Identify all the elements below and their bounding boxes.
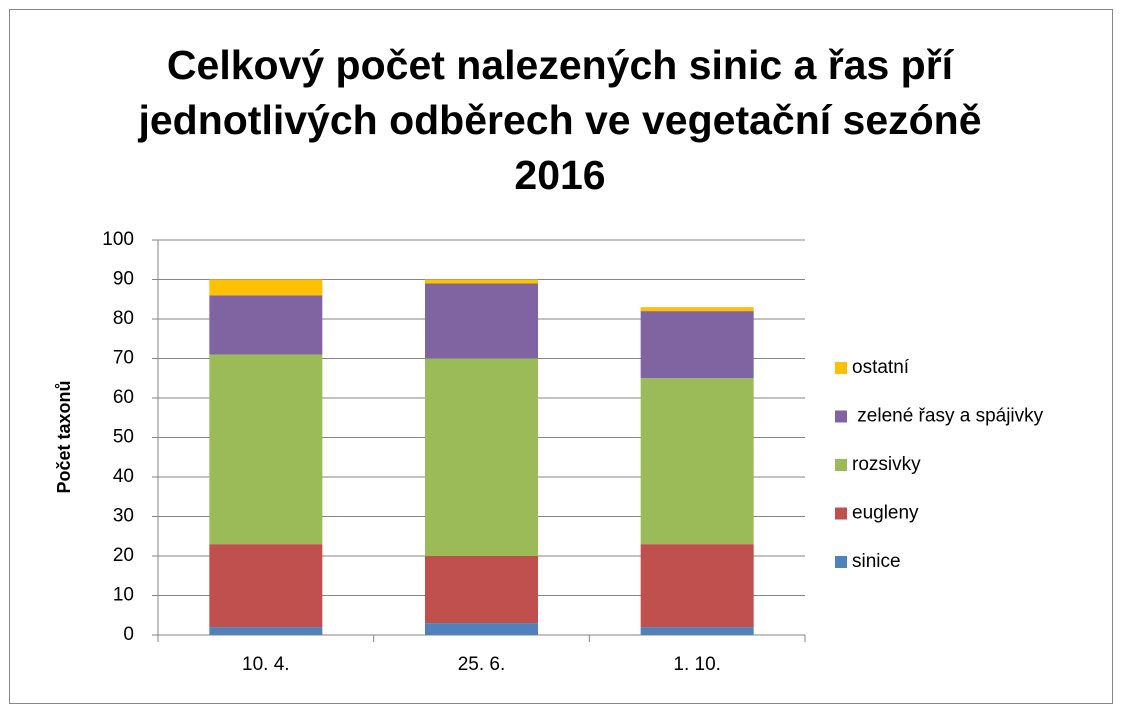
bar-segment	[209, 279, 323, 296]
bar-segment	[425, 279, 538, 284]
y-tick-label: 0	[123, 624, 134, 645]
y-tick-label: 10	[113, 585, 134, 606]
bar-segment	[425, 623, 538, 635]
bar-segment	[640, 378, 754, 545]
chart-title: Celkový počet nalezených sinic a řas pří…	[138, 42, 982, 198]
y-tick-label: 20	[113, 545, 134, 566]
x-tick-label: 1. 10.	[673, 654, 721, 675]
y-tick-label: 30	[113, 506, 134, 527]
legend-swatch	[835, 507, 847, 520]
x-tick-label: 10. 4.	[242, 654, 290, 675]
legend-label: eugleny	[852, 503, 919, 524]
legend-label: rozsivky	[852, 454, 921, 475]
bar-segment	[209, 627, 323, 635]
y-tick-label: 40	[113, 466, 134, 487]
legend-label: ostatní	[852, 357, 910, 378]
legend-label: zelené řasy a spájivky	[852, 406, 1044, 427]
bar-segment	[425, 556, 538, 624]
bar-segment	[640, 311, 754, 379]
bar-segment	[209, 354, 323, 545]
bar-segment	[209, 295, 323, 355]
chart-border	[9, 9, 1113, 704]
y-tick-label: 60	[113, 387, 134, 408]
bar-segment	[640, 307, 754, 312]
bar-segment	[640, 627, 754, 635]
y-tick-label: 70	[113, 348, 134, 369]
legend-swatch	[835, 459, 847, 471]
bar-segment	[209, 544, 323, 628]
bar-segment	[425, 358, 538, 556]
y-tick-label: 100	[102, 229, 134, 250]
legend-swatch	[835, 410, 847, 423]
y-tick-label: 90	[113, 269, 134, 290]
legend-swatch	[835, 362, 847, 374]
bar-segment	[425, 283, 538, 359]
x-tick-label: 25. 6.	[458, 654, 506, 675]
bar-segment	[640, 544, 754, 628]
legend-label: sinice	[852, 551, 901, 572]
y-tick-label: 50	[113, 427, 134, 448]
y-tick-label: 80	[113, 308, 134, 329]
legend-swatch	[835, 556, 847, 568]
y-axis-label: Počet taxonů	[54, 380, 74, 493]
